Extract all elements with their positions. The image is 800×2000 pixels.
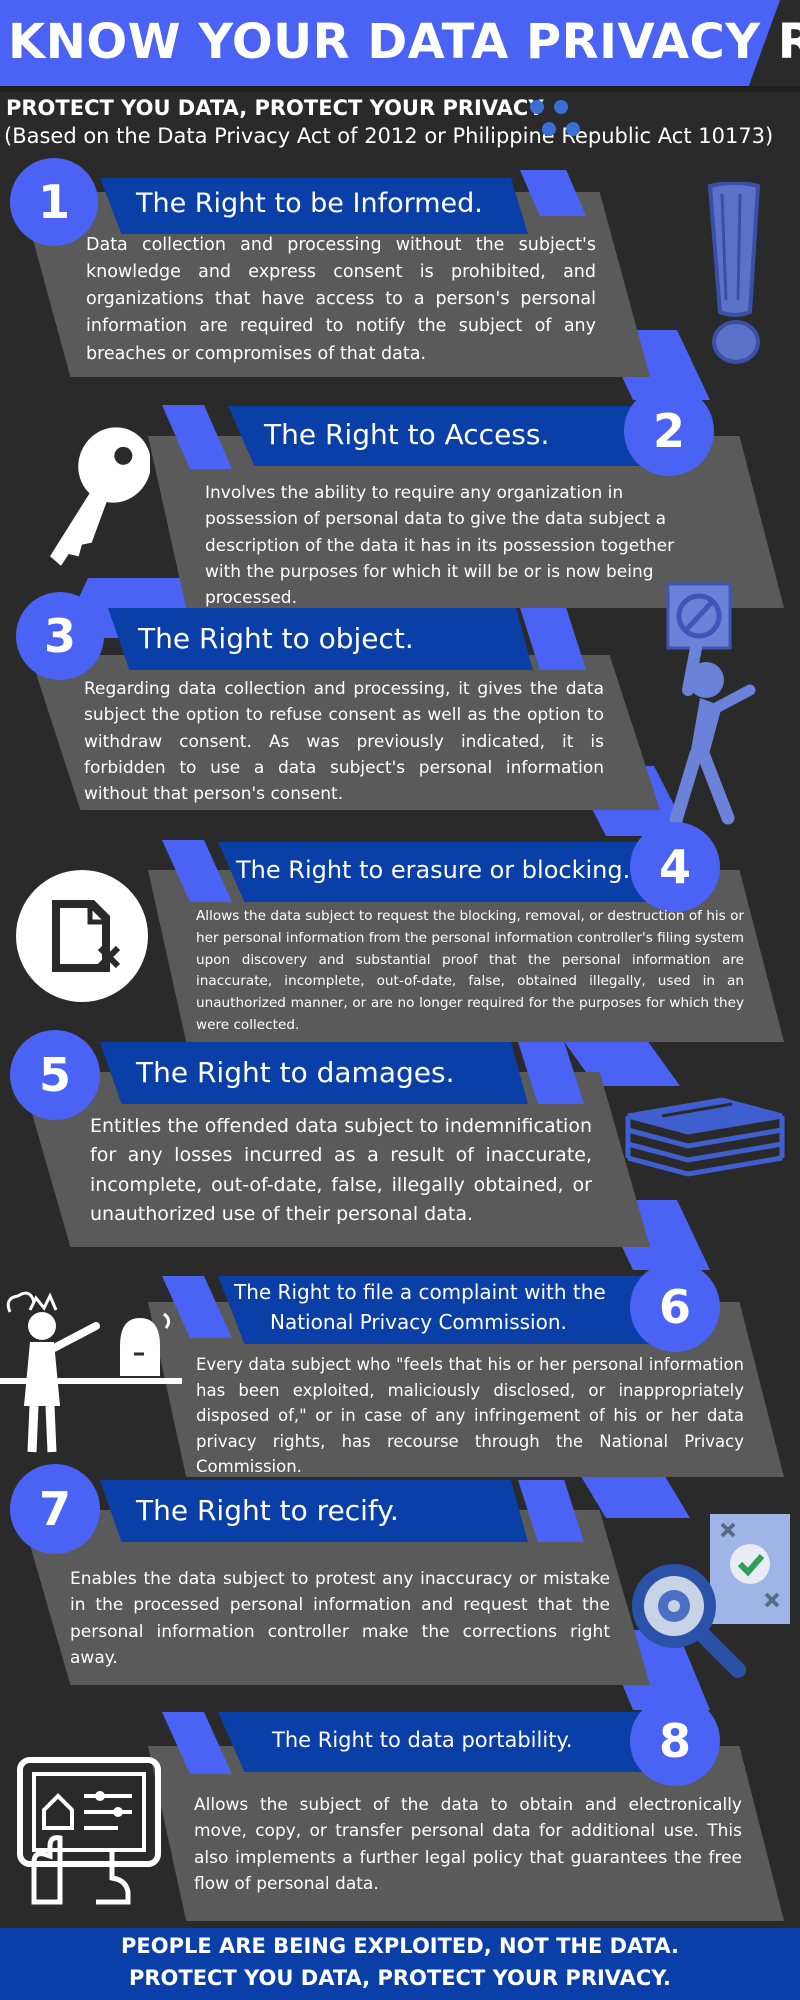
right-2-title: The Right to Access. [264, 418, 550, 451]
right-6-title-bar: The Right to file a complaint with the N… [218, 1276, 658, 1344]
right-5-title: The Right to damages. [136, 1056, 455, 1089]
key-icon [50, 427, 150, 566]
right-7-title-bar: The Right to recify. [100, 1480, 528, 1542]
footer-line-1: PEOPLE ARE BEING EXPLOITED, NOT THE DATA… [121, 1934, 679, 1958]
right-4-title: The Right to erasure or blocking. [236, 856, 631, 884]
right-1-title: The Right to be Informed. [136, 188, 483, 219]
file-delete-icon [16, 870, 148, 1002]
right-8-title: The Right to data portability. [272, 1728, 573, 1752]
page-title: KNOW YOUR DATA PRIVACY RIGHTS [8, 14, 800, 70]
right-7-number-label: 7 [38, 1482, 71, 1536]
right-8-number: 8 [630, 1696, 720, 1786]
right-3-number-label: 3 [43, 609, 76, 663]
right-5-title-bar: The Right to damages. [100, 1042, 528, 1104]
right-4-title-bar: The Right to erasure or blocking. [218, 842, 658, 902]
right-6-title-line2: National Privacy Commission. [270, 1310, 567, 1334]
right-4-text: Allows the data subject to request the b… [196, 908, 744, 1033]
right-8-number-label: 8 [658, 1714, 691, 1768]
footer-line-2: PROTECT YOU DATA, PROTECT YOUR PRIVACY. [128, 1966, 672, 1990]
settings-check-icon [632, 1514, 790, 1678]
right-3-title-bar: The Right to object. [108, 608, 533, 670]
header-banner [0, 0, 780, 86]
right-6-number: 6 [630, 1262, 720, 1352]
right-5-text: Entitles the offended data subject to in… [90, 1115, 592, 1226]
right-1-title-bar: The Right to be Informed. [100, 178, 528, 234]
right-8-text: Allows the subject of the data to obtain… [194, 1795, 742, 1895]
touch-control-icon [17, 1757, 161, 1905]
legal-basis: (Based on the Data Privacy Act of 2012 o… [4, 124, 774, 148]
exclamation-icon [707, 182, 761, 364]
right-2-number: 2 [624, 386, 714, 476]
right-3-title: The Right to object. [138, 622, 414, 655]
page-subtitle: PROTECT YOU DATA, PROTECT YOUR PRIVACY [6, 96, 544, 120]
right-6-number-label: 6 [658, 1280, 691, 1334]
right-3-text: Regarding data collection and processing… [84, 679, 604, 805]
right-5-number-label: 5 [38, 1048, 71, 1102]
right-7-text: Enables the data subject to protest any … [70, 1569, 610, 1669]
right-8-title-bar: The Right to data portability. [218, 1712, 658, 1772]
right-2-title-bar: The Right to Access. [228, 406, 668, 466]
right-4-number-label: 4 [658, 840, 691, 894]
right-6-title-line1: The Right to file a complaint with the [234, 1280, 606, 1304]
right-6-text: Every data subject who "feels that his o… [196, 1355, 744, 1477]
protest-person-icon [666, 582, 756, 827]
right-7-number: 7 [10, 1464, 100, 1554]
decor-dots [530, 88, 590, 138]
right-3-card [30, 655, 660, 810]
right-3-number: 3 [16, 592, 104, 680]
right-4-number: 4 [630, 822, 720, 912]
money-stack-icon [625, 1097, 785, 1177]
right-2-text: Involves the ability to require any orga… [205, 483, 675, 609]
header-divider [0, 86, 800, 92]
complaint-people-icon [0, 1291, 182, 1453]
right-1-text: Data collection and processing without t… [86, 235, 596, 364]
right-5-number: 5 [10, 1030, 100, 1120]
right-1-number-label: 1 [37, 175, 70, 229]
footer-bar [0, 1928, 800, 2000]
right-7-title: The Right to recify. [136, 1494, 399, 1527]
right-1-number: 1 [10, 158, 98, 246]
right-2-number-label: 2 [652, 404, 685, 458]
